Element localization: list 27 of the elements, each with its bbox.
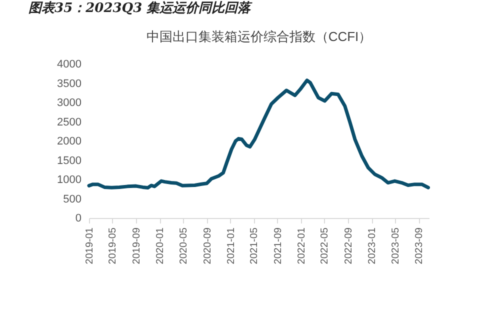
y-tick-label: 4000: [57, 58, 82, 70]
line-series: [87, 78, 430, 190]
x-tick-label: 2023-05: [390, 227, 402, 264]
y-tick-label: 3000: [57, 97, 82, 109]
chart-subtitle: 中国出口集装箱运价综合指数（CCFI）: [146, 29, 372, 44]
y-tick-label: 1500: [57, 154, 82, 167]
y-tick-label: 1000: [57, 174, 82, 186]
x-tick-label: 2021-09: [272, 227, 284, 264]
x-tick-label: 2022-01: [296, 227, 308, 264]
x-tick-label: 2021-05: [249, 227, 260, 264]
x-tick-label: 2023-01: [367, 227, 378, 264]
y-tick-label: 2000: [57, 136, 82, 148]
y-tick-label: 3500: [57, 78, 82, 90]
x-tick-label: 2023-09: [414, 227, 426, 264]
y-tick-label: 500: [63, 193, 82, 206]
x-tick-label: 2019-05: [108, 227, 119, 264]
x-tick-label: 2020-09: [202, 227, 214, 264]
x-tick-label: 2020-01: [155, 227, 166, 264]
x-tick-label: 2020-05: [178, 227, 190, 264]
x-tick-label: 2022-05: [320, 227, 331, 264]
y-tick-label: 0: [75, 212, 82, 224]
y-tick-label: 2500: [57, 116, 82, 128]
x-tick-label: 2019-01: [84, 227, 96, 264]
x-tick-label: 2022-09: [343, 227, 354, 264]
x-tick-label: 2019-09: [131, 227, 142, 264]
x-tick-label: 2021-01: [226, 227, 237, 264]
chart-title: 图表35：2023Q3 集运运价同比回落: [28, 0, 253, 16]
